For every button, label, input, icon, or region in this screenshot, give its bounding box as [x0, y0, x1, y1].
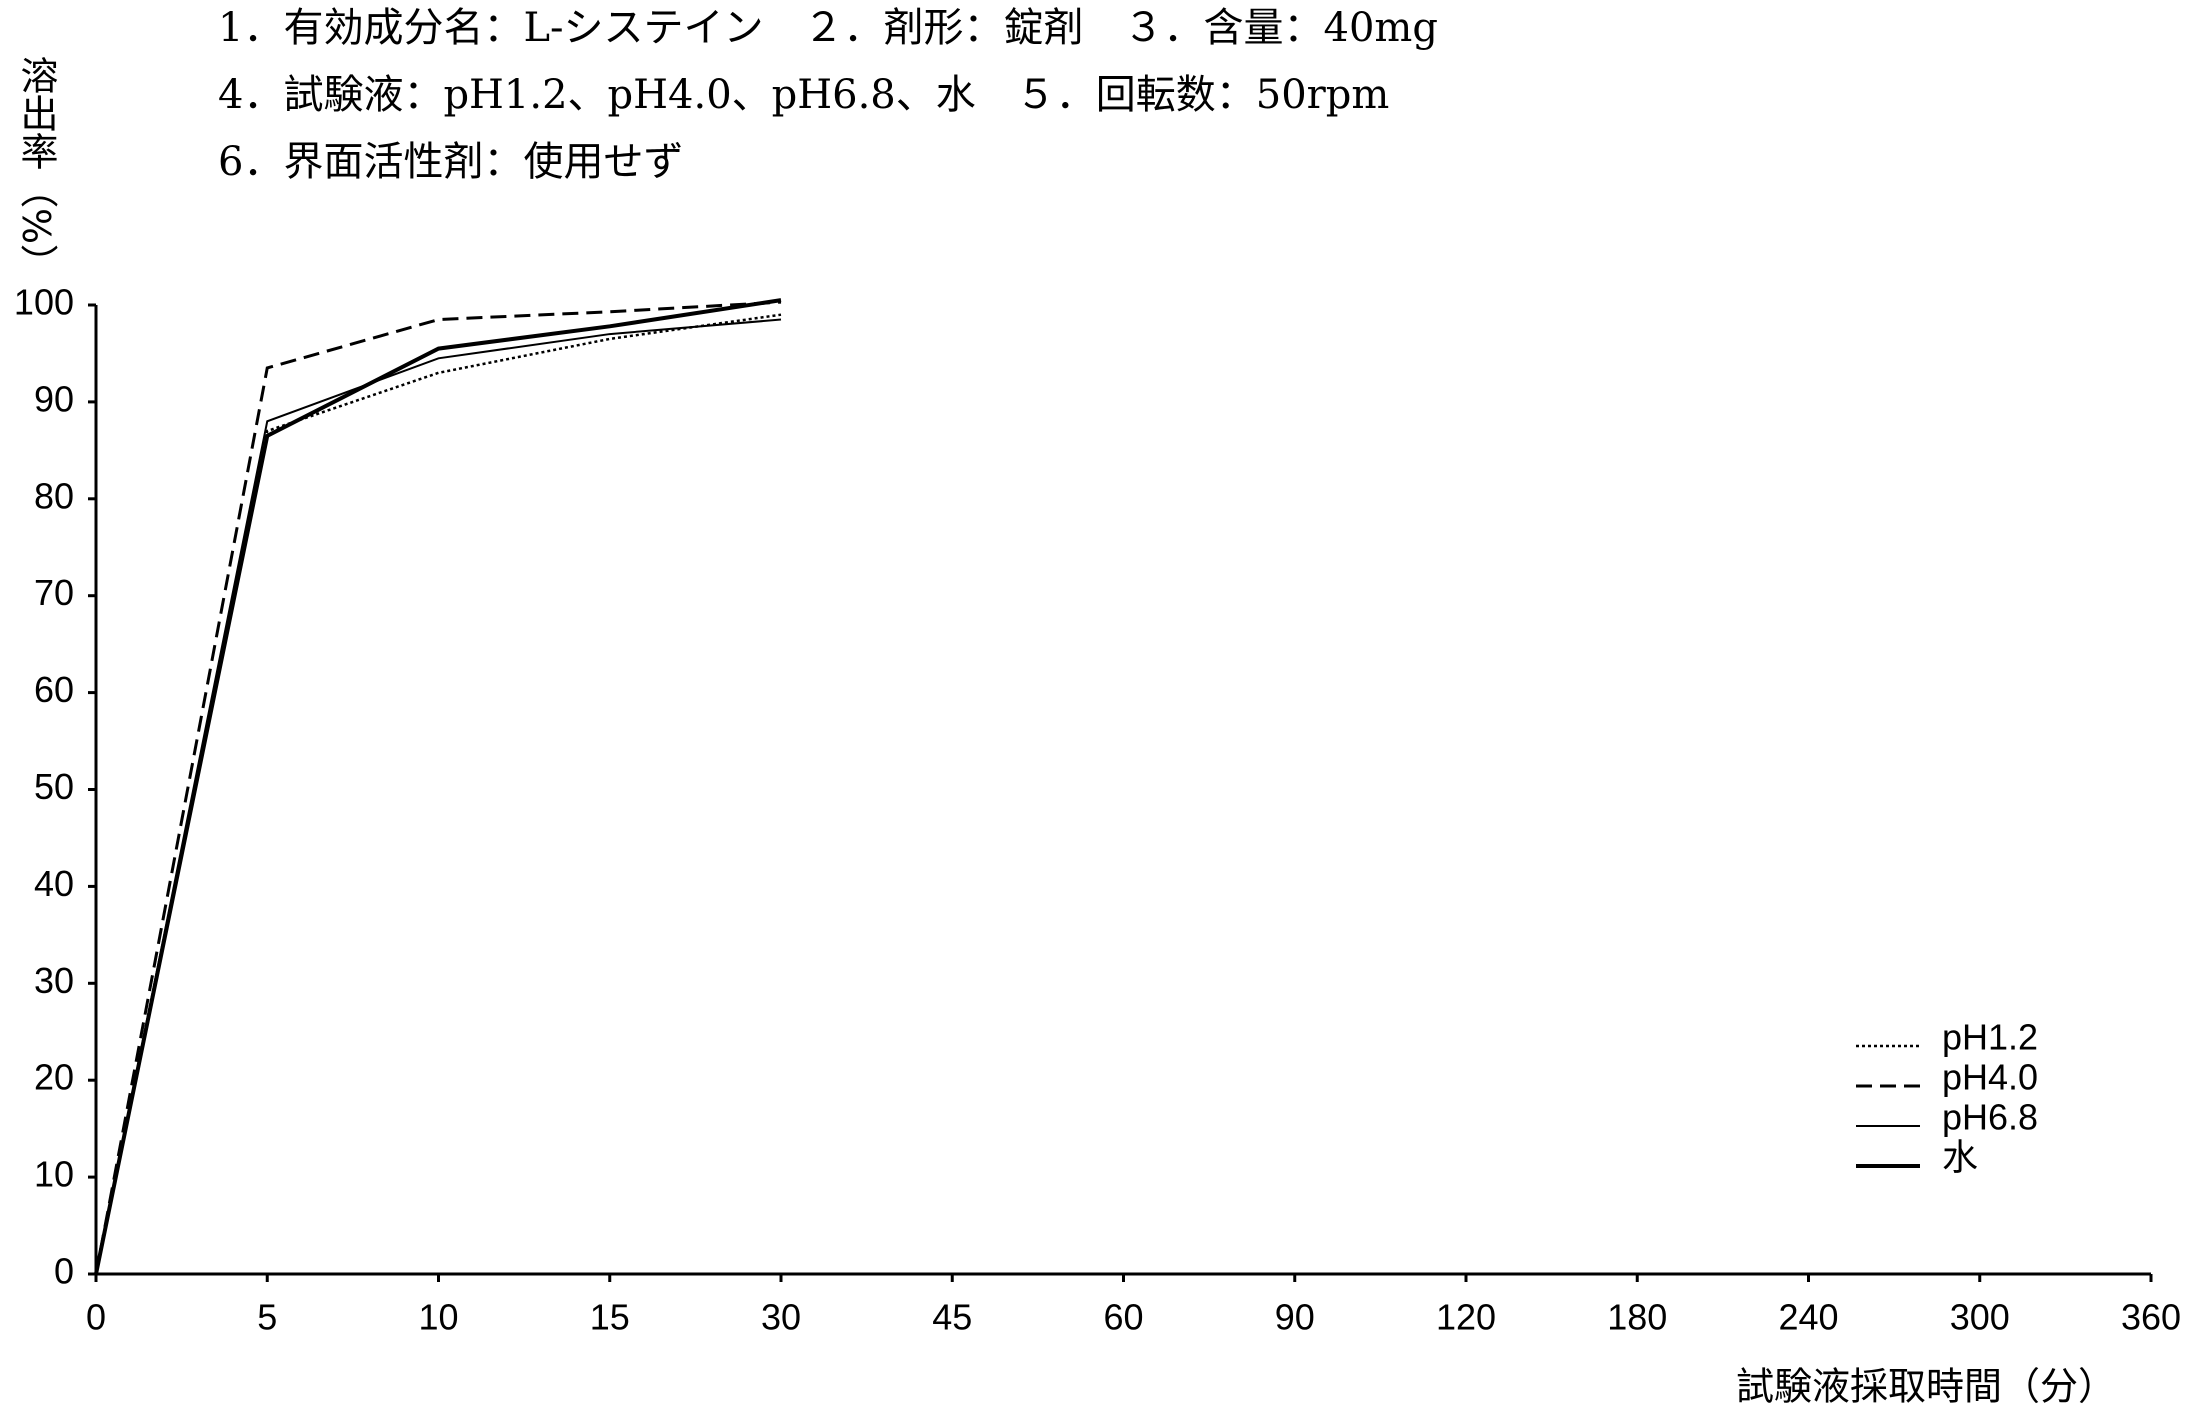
y-tick-label: 100 [14, 282, 74, 323]
legend-label: pH4.0 [1942, 1057, 2038, 1098]
x-tick-label: 180 [1607, 1297, 1667, 1338]
x-axis-label: 試験液採取時間（分） [1736, 1365, 2116, 1409]
series-line [94, 313, 782, 1275]
header-line: 1．有効成分名：L-システイン ２．剤形：錠剤 ３．含量：40mg [218, 5, 1438, 51]
y-tick-label: 50 [34, 766, 74, 807]
y-axis-label: 溶出率（%） [14, 56, 58, 282]
legend-label: pH1.2 [1942, 1017, 2038, 1058]
series-line [94, 300, 782, 1275]
y-tick-label: 40 [34, 863, 74, 904]
x-tick-label: 30 [761, 1297, 801, 1338]
x-tick-label: 120 [1436, 1297, 1496, 1338]
y-tick-label: 10 [34, 1154, 74, 1195]
x-tick-label: 240 [1778, 1297, 1838, 1338]
legend-label: 水 [1942, 1137, 1978, 1178]
x-tick-label: 45 [932, 1297, 972, 1338]
x-tick-label: 360 [2121, 1297, 2181, 1338]
x-tick-label: 10 [418, 1297, 458, 1338]
y-tick-label: 30 [34, 960, 74, 1001]
y-tick-label: 80 [34, 475, 74, 516]
x-tick-label: 15 [590, 1297, 630, 1338]
y-tick-label: 60 [34, 669, 74, 710]
y-tick-label: 70 [34, 572, 74, 613]
x-tick-label: 5 [257, 1297, 277, 1338]
x-tick-label: 60 [1103, 1297, 1143, 1338]
x-tick-label: 300 [1950, 1297, 2010, 1338]
series-line [95, 318, 782, 1275]
y-tick-label: 90 [34, 378, 74, 419]
series-line [94, 298, 782, 1275]
x-tick-label: 0 [86, 1297, 106, 1338]
header-line: 6．界面活性剤：使用せず [218, 139, 683, 185]
x-tick-label: 90 [1275, 1297, 1315, 1338]
y-tick-label: 0 [54, 1251, 74, 1292]
legend-label: pH6.8 [1942, 1097, 2038, 1138]
y-tick-label: 20 [34, 1057, 74, 1098]
header-line: 4．試験液：pH1.2、pH4.0、pH6.8、水 ５．回転数：50rpm [218, 72, 1389, 118]
